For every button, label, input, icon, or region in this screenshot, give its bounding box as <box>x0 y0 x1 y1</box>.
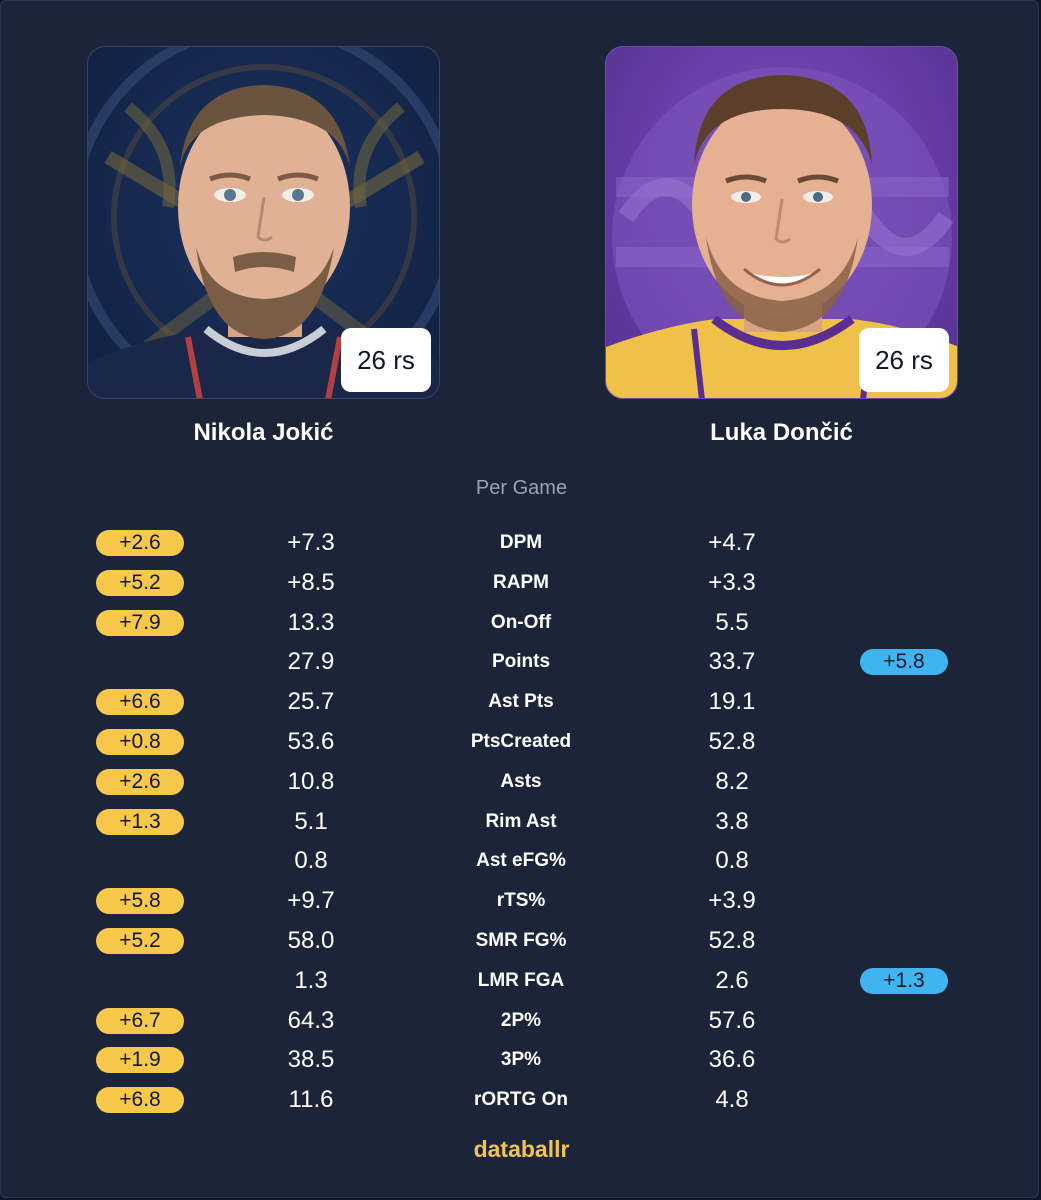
player-portrait-left-image <box>88 47 439 398</box>
left-value: 13.3 <box>287 608 335 636</box>
left-value: 27.9 <box>287 648 335 676</box>
metric-label: DPM <box>499 532 543 553</box>
stat-row: +0.8 53.6 PtsCreated 52.8 <box>1 722 1041 762</box>
left-value: +9.7 <box>287 887 335 915</box>
left-advantage-pill: +6.8 <box>96 1087 184 1114</box>
right-player-badge: 26 rs <box>859 328 949 392</box>
player-photo-right: 26 rs <box>605 46 958 399</box>
right-value: 8.2 <box>715 767 749 795</box>
left-advantage-pill: +5.2 <box>96 569 184 596</box>
left-value: 0.8 <box>294 847 328 875</box>
right-value: +3.9 <box>708 887 756 915</box>
left-value: +7.3 <box>287 529 335 556</box>
metric-label: Ast Pts <box>488 691 554 713</box>
metric-label: PtsCreated <box>470 731 572 752</box>
stat-row: +1.9 38.5 3P% 36.6 <box>1 1040 1041 1080</box>
right-value: 33.7 <box>708 648 756 676</box>
section-title: Per Game <box>475 477 568 499</box>
right-value: 36.6 <box>708 1046 756 1074</box>
stat-row: +5.2 +8.5 RAPM +3.3 <box>1 563 1041 603</box>
right-value: 0.8 <box>715 847 749 875</box>
left-player-name: Nikola Jokić <box>193 419 334 446</box>
stat-row: +6.6 25.7 Ast Pts 19.1 <box>1 682 1041 722</box>
metric-label: 3P% <box>500 1049 542 1071</box>
metric-label: Ast eFG% <box>476 850 566 872</box>
left-value: 10.8 <box>287 767 335 795</box>
stat-row: +2.6 10.8 Asts 8.2 <box>1 762 1041 802</box>
left-advantage-pill: +1.9 <box>96 1047 184 1074</box>
stat-row: +1.3 5.1 Rim Ast 3.8 <box>1 802 1041 842</box>
left-advantage-pill: +2.6 <box>96 530 184 556</box>
left-value: 58.0 <box>287 927 335 954</box>
right-value: 19.1 <box>708 688 756 716</box>
metric-label: 2P% <box>500 1009 542 1031</box>
left-value: 53.6 <box>287 728 335 755</box>
metric-label: SMR FG% <box>475 930 567 951</box>
left-advantage-pill: +6.7 <box>96 1007 184 1034</box>
right-value: 2.6 <box>715 966 749 994</box>
left-value: 5.1 <box>294 807 328 835</box>
left-advantage-pill: +1.3 <box>96 808 184 835</box>
player-photo-left: 26 rs <box>87 46 440 399</box>
left-advantage-pill: +2.6 <box>96 768 184 795</box>
stat-row: 27.9 Points 33.7 +5.8 <box>1 642 1041 682</box>
left-advantage-pill: +0.8 <box>96 729 184 755</box>
stat-row: +5.8 +9.7 rTS% +3.9 <box>1 881 1041 921</box>
right-value: 4.8 <box>715 1086 749 1114</box>
stat-row: +5.2 58.0 SMR FG% 52.8 <box>1 921 1041 961</box>
right-value: +4.7 <box>708 529 756 556</box>
left-advantage-pill: +5.8 <box>96 888 184 915</box>
metric-label: On-Off <box>490 611 552 633</box>
left-advantage-pill: +7.9 <box>96 609 184 636</box>
left-value: 11.6 <box>288 1086 334 1114</box>
stat-row: 1.3 LMR FGA 2.6 +1.3 <box>1 961 1041 1001</box>
right-value: 5.5 <box>715 608 749 636</box>
metric-label: rORTG On <box>474 1089 568 1111</box>
left-value: 38.5 <box>287 1046 335 1074</box>
right-value: 52.8 <box>708 927 756 954</box>
left-value: 1.3 <box>294 966 328 994</box>
left-value: 25.7 <box>287 688 335 716</box>
player-portrait-right-image <box>606 67 957 398</box>
brand-logo: databallr <box>473 1136 570 1162</box>
stat-row: +6.8 11.6 rORTG On 4.8 <box>1 1080 1041 1120</box>
right-value: 52.8 <box>708 728 756 755</box>
metric-label: rTS% <box>496 890 546 912</box>
left-player-badge: 26 rs <box>341 328 431 392</box>
stat-row: 0.8 Ast eFG% 0.8 <box>1 841 1041 881</box>
metric-label: Points <box>491 651 551 673</box>
right-value: +3.3 <box>708 568 756 596</box>
right-player-name: Luka Dončić <box>710 419 853 446</box>
right-value: 57.6 <box>708 1006 756 1034</box>
stat-row: +7.9 13.3 On-Off 5.5 <box>1 603 1041 643</box>
metric-label: Asts <box>500 770 542 792</box>
right-advantage-pill: +1.3 <box>860 967 948 994</box>
left-value: +8.5 <box>287 568 335 596</box>
left-advantage-pill: +5.2 <box>96 928 184 954</box>
metric-label: RAPM <box>493 571 549 593</box>
right-advantage-pill: +5.8 <box>860 649 948 676</box>
right-value: 3.8 <box>715 807 749 835</box>
stat-row: +6.7 64.3 2P% 57.6 <box>1 1001 1041 1041</box>
left-advantage-pill: +6.6 <box>96 689 184 716</box>
metric-label: Rim Ast <box>485 810 557 832</box>
left-value: 64.3 <box>287 1006 335 1034</box>
metric-label: LMR FGA <box>477 969 565 991</box>
stat-row: +2.6 +7.3 DPM +4.7 <box>1 523 1041 563</box>
